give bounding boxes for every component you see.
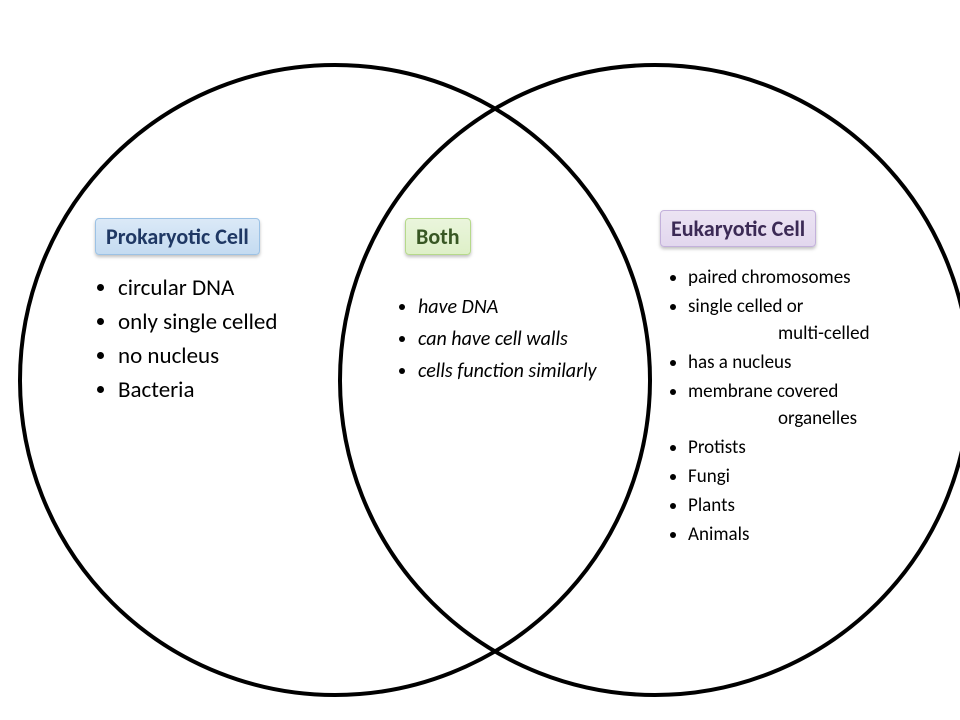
list-item: Animals <box>688 521 948 548</box>
list-item: Bacteria <box>118 374 368 406</box>
label-prokaryotic: Prokaryotic Cell <box>95 218 260 255</box>
list-item: can have cell walls <box>418 324 678 354</box>
list-item: Plants <box>688 492 948 519</box>
list-item: circular DNA <box>118 272 368 304</box>
label-eukaryotic: Eukaryotic Cell <box>660 210 816 247</box>
prokaryotic-list: circular DNAonly single celledno nucleus… <box>100 270 368 408</box>
list-item: have DNA <box>418 292 678 322</box>
list-item: membrane coveredorganelles <box>688 378 948 432</box>
list-item: Protists <box>688 434 948 461</box>
label-both: Both <box>405 218 471 255</box>
list-item: has a nucleus <box>688 349 948 376</box>
eukaryotic-list: paired chromosomessingle celled ormulti-… <box>670 262 948 550</box>
list-item: Fungi <box>688 463 948 490</box>
list-item: no nucleus <box>118 340 368 372</box>
list-item: paired chromosomes <box>688 264 948 291</box>
list-item: only single celled <box>118 306 368 338</box>
both-list: have DNAcan have cell wallscells functio… <box>400 290 678 388</box>
list-item: single celled ormulti-celled <box>688 293 948 347</box>
list-item: cells function similarly <box>418 356 678 386</box>
